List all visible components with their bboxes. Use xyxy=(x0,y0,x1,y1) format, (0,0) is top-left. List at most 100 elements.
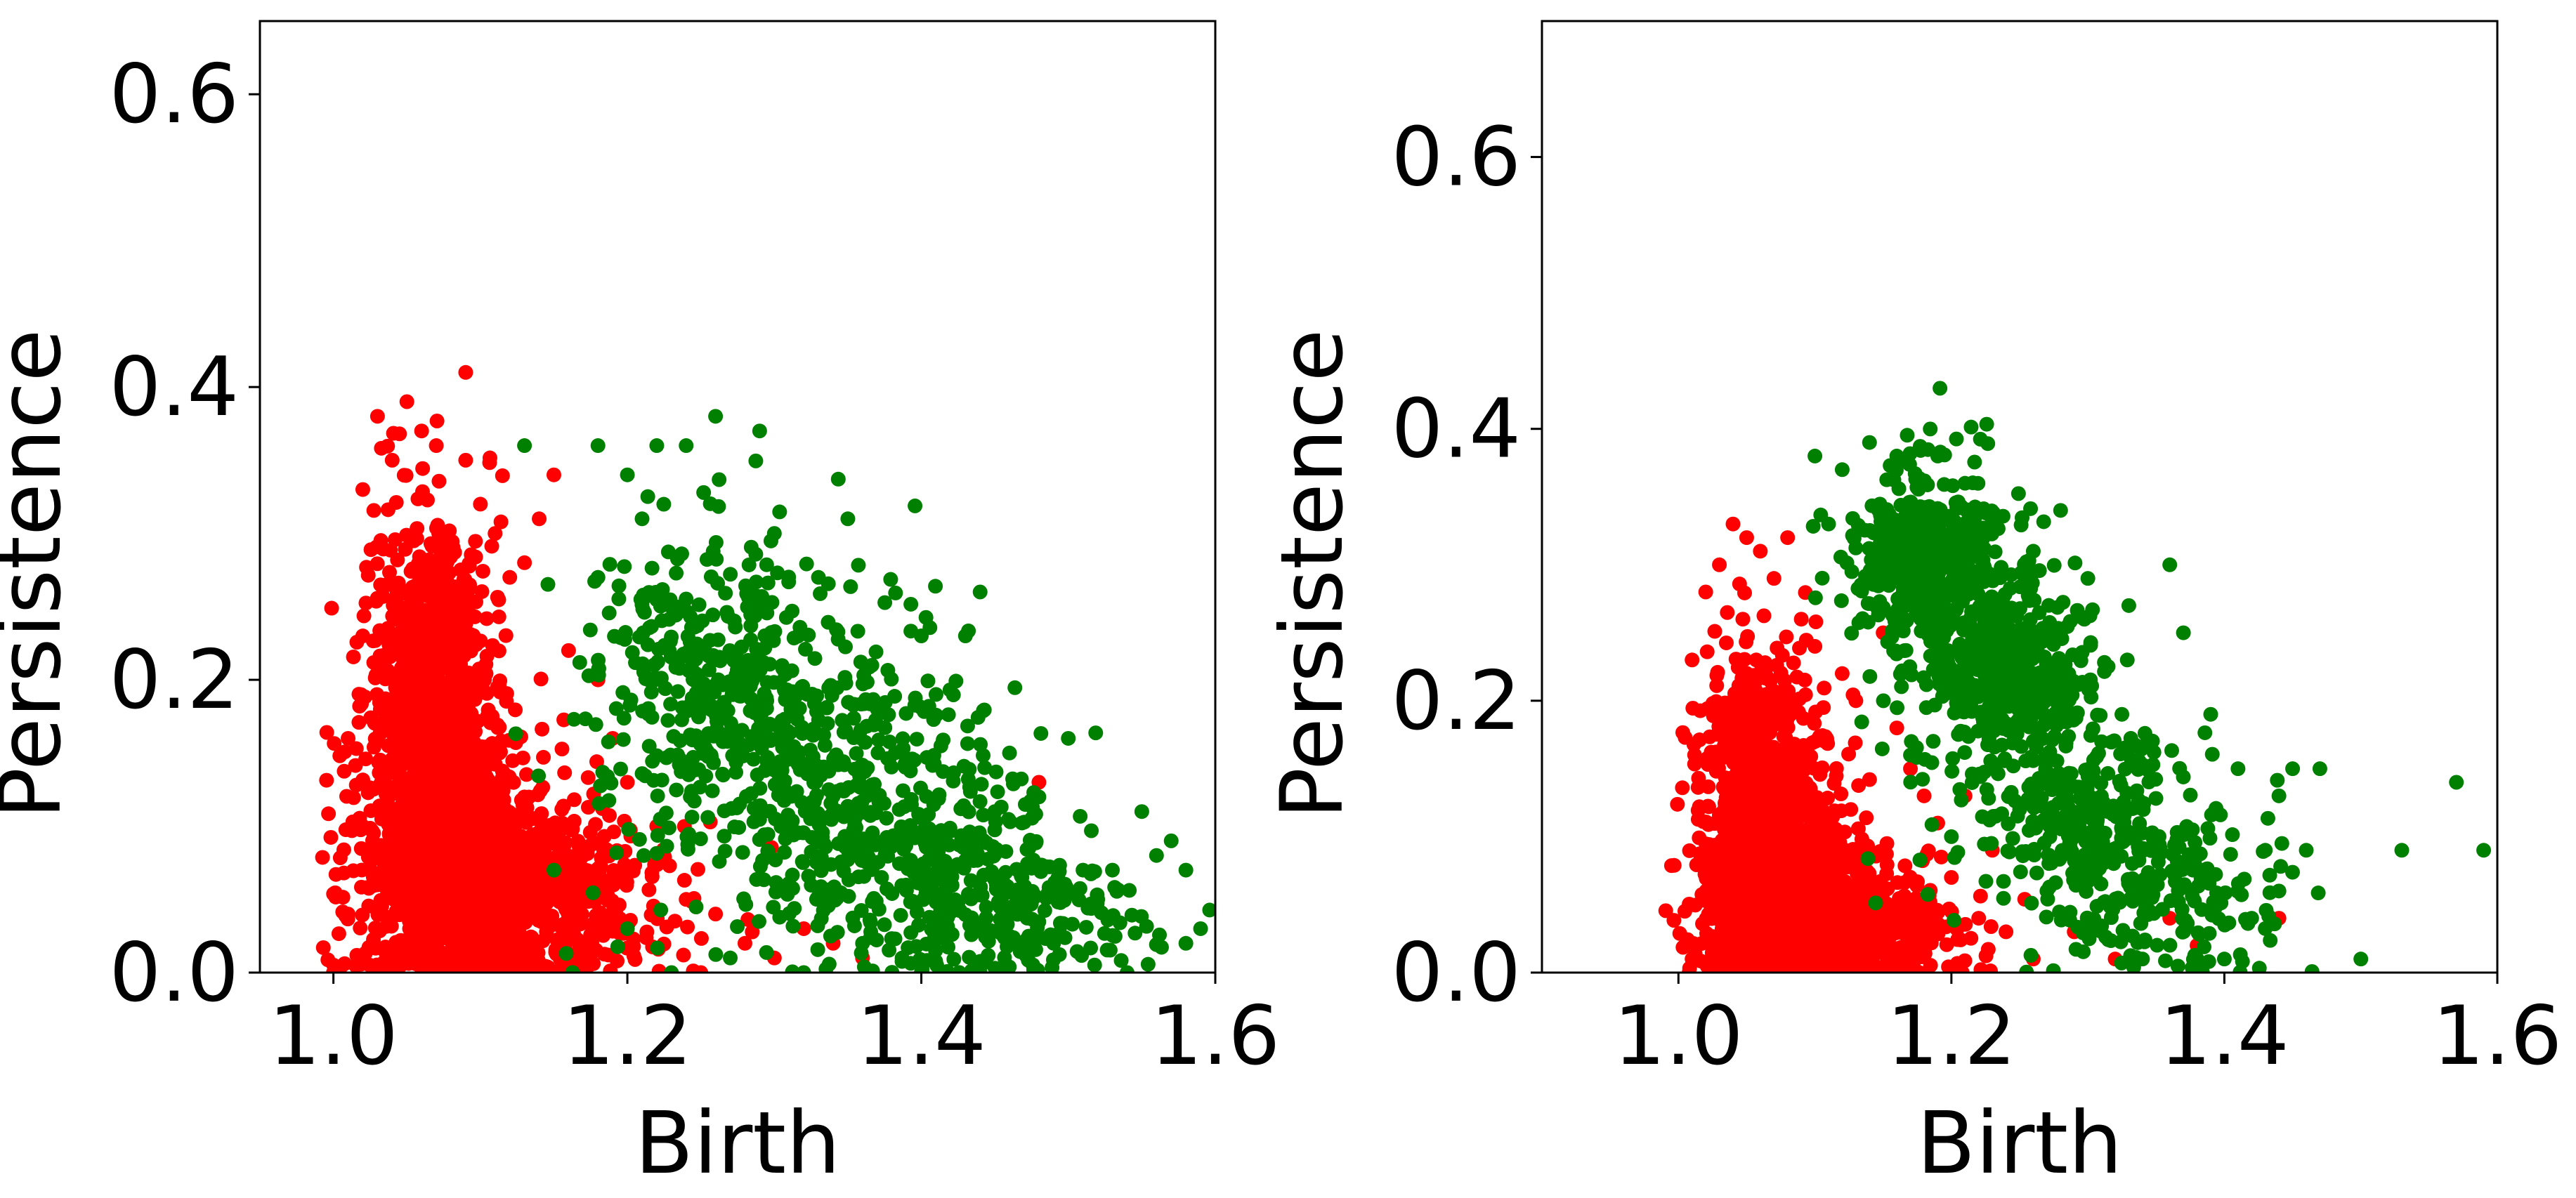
scatter-point xyxy=(833,782,849,798)
scatter-point xyxy=(788,688,804,704)
scatter-point xyxy=(911,917,927,933)
scatter-point xyxy=(795,725,810,741)
scatter-point xyxy=(336,763,352,779)
scatter-point xyxy=(374,877,389,893)
scatter-point xyxy=(627,857,643,873)
scatter-point xyxy=(924,827,939,842)
scatter-point xyxy=(508,891,523,907)
scatter-point xyxy=(1052,857,1067,873)
scatter-point xyxy=(709,551,724,567)
scatter-point xyxy=(683,789,698,805)
scatter-point xyxy=(498,628,514,643)
scatter-point xyxy=(426,728,441,743)
scatter-point xyxy=(676,947,691,963)
scatter-point xyxy=(988,764,1004,779)
scatter-point xyxy=(740,911,756,927)
scatter-point xyxy=(903,596,919,612)
scatter-point xyxy=(919,936,934,952)
scatter-point xyxy=(581,668,596,683)
scatter-point xyxy=(336,842,351,857)
scatter-point xyxy=(796,965,811,973)
scatter-point xyxy=(756,654,771,670)
scatter-point xyxy=(688,686,704,702)
scatter-point xyxy=(907,697,922,713)
scatter-point xyxy=(421,949,437,965)
scatter-point xyxy=(1140,956,1156,972)
scatter-point xyxy=(1087,864,1102,879)
scatter-point xyxy=(602,557,617,572)
scatter-point xyxy=(415,461,431,476)
scatter-point xyxy=(444,644,459,659)
scatter-point xyxy=(741,557,757,572)
scatter-point xyxy=(670,684,686,699)
scatter-point xyxy=(920,673,936,689)
scatter-point xyxy=(378,940,393,955)
y-tick-label: 0.4 xyxy=(110,340,239,435)
scatter-point xyxy=(563,849,578,864)
scatter-point xyxy=(620,775,635,790)
scatter-point xyxy=(820,716,835,731)
scatter-point xyxy=(594,915,610,930)
scatter-point xyxy=(491,643,506,659)
scatter-point xyxy=(495,734,510,749)
scatter-point xyxy=(337,744,353,760)
scatter-point xyxy=(517,914,532,930)
scatter-point xyxy=(884,965,900,973)
scatter-point xyxy=(1064,916,1080,932)
scatter-point xyxy=(708,409,724,424)
scatter-point xyxy=(495,770,510,785)
scatter-point xyxy=(423,763,438,778)
scatter-point xyxy=(656,496,672,512)
scatter-point xyxy=(751,798,766,814)
scatter-point xyxy=(619,878,634,893)
scatter-point xyxy=(972,584,988,600)
scatter-point xyxy=(852,730,868,746)
scatter-point xyxy=(926,884,941,900)
scatter-point xyxy=(1163,833,1179,848)
scatter-point xyxy=(348,741,364,756)
x-tick-label: 1.0 xyxy=(268,989,398,1084)
scatter-point xyxy=(663,697,679,712)
scatter-point xyxy=(853,779,868,795)
scatter-point xyxy=(858,832,873,848)
scatter-point xyxy=(1119,965,1135,973)
scatter-point xyxy=(723,950,738,966)
scatter-point xyxy=(987,804,1002,819)
scatter-point xyxy=(981,948,996,963)
scatter-point xyxy=(1083,940,1099,956)
scatter-point xyxy=(1756,608,1772,624)
scatter-point xyxy=(743,618,759,633)
scatter-point xyxy=(672,661,687,676)
scatter-point xyxy=(649,438,665,454)
scatter-point xyxy=(1792,640,1807,656)
scatter-point xyxy=(615,732,631,747)
scatter-point xyxy=(1004,935,1019,951)
scatter-point xyxy=(458,364,473,380)
scatter-point xyxy=(459,914,475,930)
scatter-point xyxy=(1699,815,1714,830)
scatter-point xyxy=(443,823,458,838)
scatter-point xyxy=(1024,854,1039,869)
scatter-point xyxy=(929,958,945,973)
scatter-point xyxy=(653,902,669,918)
scatter-point xyxy=(798,642,813,657)
scatter-point xyxy=(558,876,574,892)
scatter-point xyxy=(1810,804,1825,819)
scatter-point xyxy=(880,663,896,678)
scatter-point xyxy=(426,817,442,833)
scatter-point xyxy=(888,585,903,600)
scatter-point xyxy=(452,598,468,613)
scatter-point xyxy=(540,915,555,930)
scatter-point xyxy=(500,871,516,886)
scatter-point xyxy=(398,541,413,557)
scatter-point xyxy=(401,598,417,614)
scatter-point xyxy=(348,758,363,773)
scatter-point xyxy=(830,925,845,940)
scatter-point xyxy=(328,867,344,882)
scatter-point xyxy=(413,703,429,718)
scatter-point xyxy=(877,917,892,933)
scatter-point xyxy=(467,716,483,731)
scatter-point xyxy=(566,711,582,727)
scatter-point xyxy=(399,643,414,658)
scatter-point xyxy=(1780,798,1796,813)
